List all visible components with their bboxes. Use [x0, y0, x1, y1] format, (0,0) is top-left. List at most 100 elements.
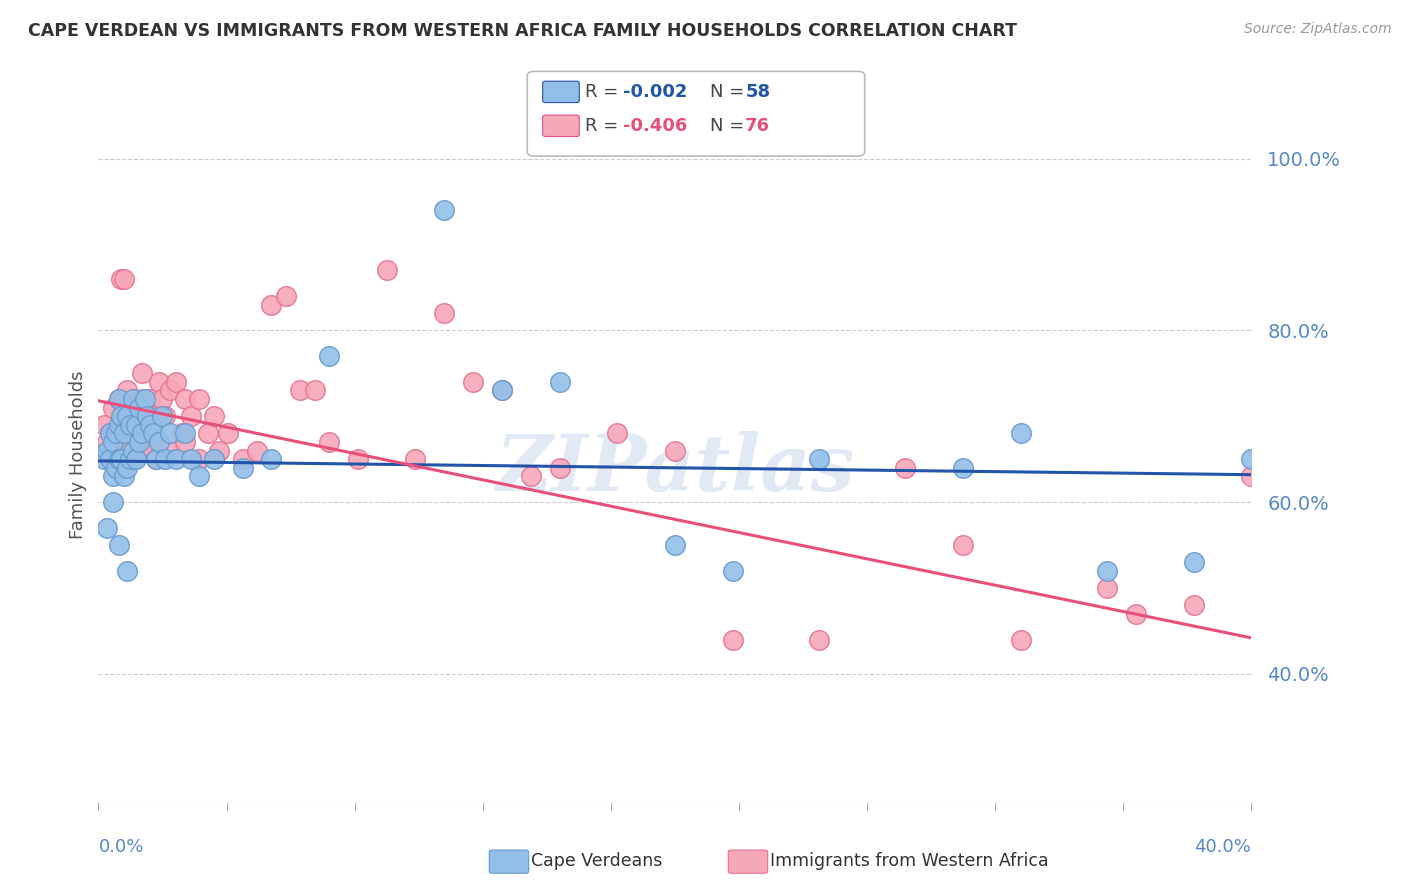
- Point: [664, 538, 686, 552]
- Point: [104, 426, 127, 441]
- Point: [153, 452, 176, 467]
- Point: [131, 443, 153, 458]
- Point: [96, 443, 118, 458]
- Text: R =: R =: [585, 83, 624, 101]
- Point: [120, 417, 142, 432]
- Point: [202, 409, 225, 424]
- Point: [180, 409, 202, 424]
- Point: [104, 460, 127, 475]
- Point: [894, 460, 917, 475]
- Point: [93, 417, 115, 432]
- Point: [125, 426, 148, 441]
- Point: [208, 443, 231, 458]
- Text: 58: 58: [745, 83, 770, 101]
- Point: [1010, 426, 1032, 441]
- Point: [110, 409, 132, 424]
- Point: [96, 435, 118, 450]
- Point: [101, 495, 124, 509]
- Point: [721, 564, 744, 578]
- Point: [520, 469, 543, 483]
- Point: [260, 452, 283, 467]
- Point: [107, 538, 129, 552]
- Point: [491, 384, 513, 398]
- Point: [461, 375, 484, 389]
- Point: [96, 521, 118, 535]
- Point: [104, 452, 127, 467]
- Point: [491, 384, 513, 398]
- Point: [122, 443, 145, 458]
- Point: [159, 426, 181, 441]
- Text: CAPE VERDEAN VS IMMIGRANTS FROM WESTERN AFRICA FAMILY HOUSEHOLDS CORRELATION CHA: CAPE VERDEAN VS IMMIGRANTS FROM WESTERN …: [28, 22, 1017, 40]
- Text: -0.406: -0.406: [623, 117, 688, 135]
- Point: [107, 417, 129, 432]
- Point: [131, 426, 153, 441]
- Point: [174, 435, 197, 450]
- Point: [807, 452, 830, 467]
- Point: [104, 443, 127, 458]
- Point: [128, 401, 150, 415]
- Point: [246, 443, 269, 458]
- Point: [159, 443, 181, 458]
- Text: Source: ZipAtlas.com: Source: ZipAtlas.com: [1244, 22, 1392, 37]
- Point: [170, 426, 193, 441]
- Point: [98, 452, 121, 467]
- Text: R =: R =: [585, 117, 624, 135]
- Point: [142, 426, 165, 441]
- Point: [188, 392, 211, 406]
- Text: N =: N =: [710, 83, 749, 101]
- Point: [375, 263, 398, 277]
- Point: [96, 443, 118, 458]
- Point: [128, 435, 150, 450]
- Point: [952, 538, 974, 552]
- Point: [110, 452, 132, 467]
- Point: [153, 409, 176, 424]
- Point: [290, 384, 312, 398]
- Point: [139, 417, 162, 432]
- Text: Immigrants from Western Africa: Immigrants from Western Africa: [770, 852, 1049, 870]
- Point: [120, 435, 142, 450]
- Point: [122, 392, 145, 406]
- Point: [131, 392, 153, 406]
- Point: [117, 460, 138, 475]
- Point: [117, 564, 138, 578]
- Point: [107, 392, 129, 406]
- Point: [1240, 452, 1263, 467]
- Point: [101, 469, 124, 483]
- Point: [117, 384, 138, 398]
- Point: [405, 452, 427, 467]
- Point: [180, 452, 202, 467]
- Text: N =: N =: [710, 117, 749, 135]
- Point: [174, 426, 197, 441]
- Point: [304, 384, 326, 398]
- Point: [107, 392, 129, 406]
- Point: [231, 460, 254, 475]
- Point: [231, 452, 254, 467]
- Point: [174, 392, 197, 406]
- Point: [165, 375, 187, 389]
- Point: [134, 392, 156, 406]
- Point: [274, 289, 297, 303]
- Text: Cape Verdeans: Cape Verdeans: [531, 852, 662, 870]
- Point: [131, 367, 153, 381]
- Point: [1125, 607, 1147, 621]
- Point: [548, 375, 571, 389]
- Point: [1010, 632, 1032, 647]
- Point: [148, 375, 170, 389]
- Point: [952, 460, 974, 475]
- Point: [1097, 564, 1119, 578]
- Text: -0.002: -0.002: [623, 83, 688, 101]
- Point: [112, 426, 135, 441]
- Point: [136, 426, 159, 441]
- Point: [1182, 555, 1205, 569]
- Point: [117, 426, 138, 441]
- Point: [150, 409, 173, 424]
- Point: [139, 392, 162, 406]
- Point: [150, 392, 173, 406]
- Point: [148, 435, 170, 450]
- Text: ZIPatlas: ZIPatlas: [495, 431, 855, 507]
- Point: [125, 417, 148, 432]
- Text: 76: 76: [745, 117, 770, 135]
- Text: 40.0%: 40.0%: [1195, 838, 1251, 856]
- Point: [110, 426, 132, 441]
- Point: [433, 203, 456, 218]
